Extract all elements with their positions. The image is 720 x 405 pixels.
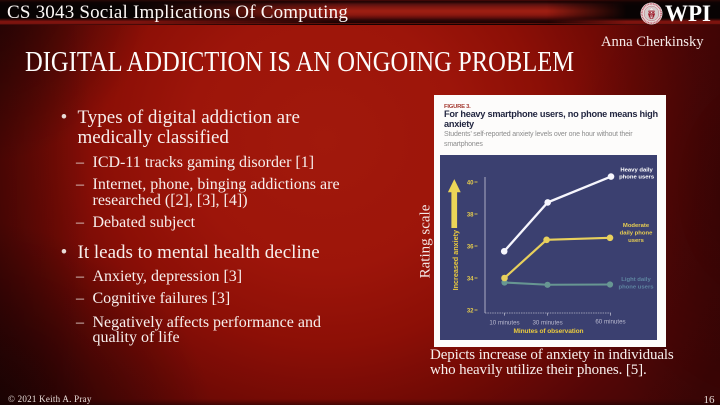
- svg-text:daily phone: daily phone: [620, 230, 653, 236]
- svg-text:phone users: phone users: [619, 174, 655, 180]
- svg-text:38: 38: [467, 212, 474, 218]
- svg-text:60 minutes: 60 minutes: [595, 318, 625, 325]
- svg-text:phone users: phone users: [618, 284, 654, 290]
- svg-text:10 minutes: 10 minutes: [489, 319, 519, 326]
- svg-text:40: 40: [467, 180, 474, 186]
- svg-text:30 minutes: 30 minutes: [532, 319, 562, 326]
- svg-text:Moderate: Moderate: [623, 223, 650, 229]
- svg-text:users: users: [628, 237, 644, 243]
- svg-text:Light daily: Light daily: [621, 277, 651, 283]
- svg-text:34: 34: [467, 276, 474, 282]
- svg-text:Increased anxiety: Increased anxiety: [451, 230, 460, 290]
- svg-text:Heavy daily: Heavy daily: [620, 167, 653, 173]
- svg-text:Minutes of observation: Minutes of observation: [514, 328, 584, 335]
- svg-text:36: 36: [467, 244, 474, 250]
- svg-text:32: 32: [467, 308, 474, 314]
